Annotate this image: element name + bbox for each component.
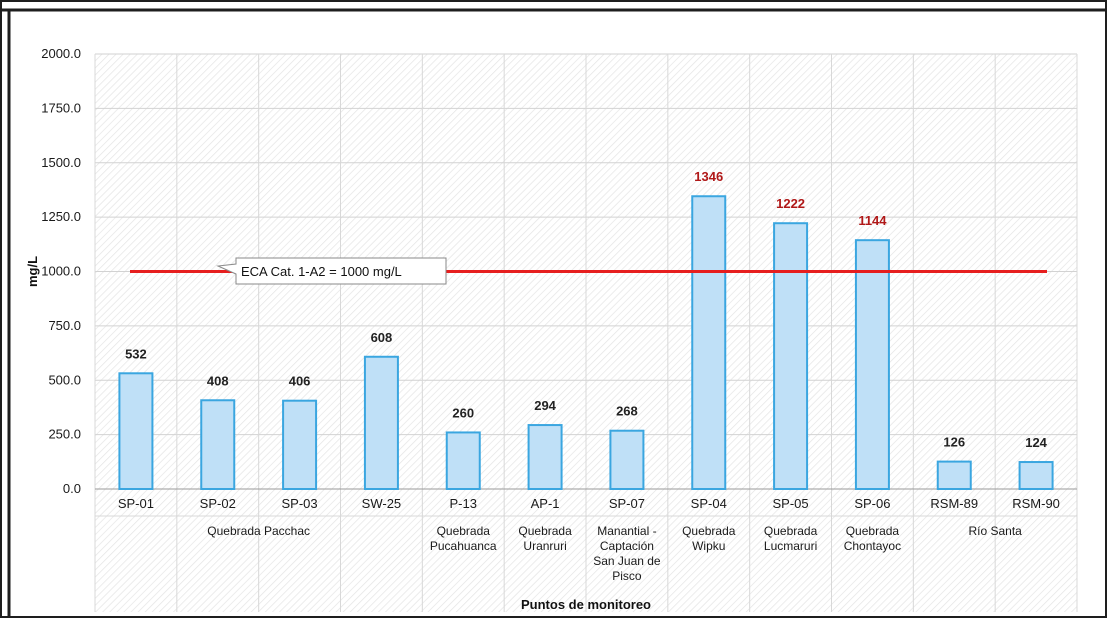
x-axis-categories: SP-01 SP-02 SP-03 SW-25 P-13 AP-1 SP-07 SP-04 SP… <box>118 496 1060 511</box>
bar <box>363 355 399 491</box>
y-tick-label: 0.0 <box>63 481 81 496</box>
y-tick-label: 2000.0 <box>41 46 81 61</box>
x-group-label: San Juan de <box>593 554 661 568</box>
x-group-label: Lucmaruri <box>764 539 817 553</box>
x-group-label: Quebrada <box>437 524 491 538</box>
eca-callout-box <box>216 257 447 285</box>
data-label: 408 <box>207 373 229 388</box>
x-category-label: SP-07 <box>609 496 645 511</box>
x-group-label: Chontayoc <box>844 539 901 553</box>
bar <box>118 372 154 491</box>
y-tick-label: 750.0 <box>48 318 81 333</box>
bar <box>854 239 890 490</box>
data-label: 294 <box>534 398 556 413</box>
x-category-label: SP-02 <box>200 496 236 511</box>
x-group-label: Manantial - <box>597 524 656 538</box>
reference-line: ECA Cat. 1-A2 = 1000 mg/L <box>130 257 1047 285</box>
data-label: 532 <box>125 346 147 361</box>
x-category-label: RSM-90 <box>1012 496 1060 511</box>
x-category-label: SP-06 <box>854 496 890 511</box>
data-label: 406 <box>289 374 311 389</box>
x-group-label: Pisco <box>612 569 642 583</box>
x-group-label: Quebrada <box>518 524 572 538</box>
x-category-label: SP-01 <box>118 496 154 511</box>
data-label: 608 <box>371 330 393 345</box>
bar <box>445 431 481 491</box>
data-label: 1144 <box>858 213 887 228</box>
x-category-label: P-13 <box>450 496 477 511</box>
y-tick-label: 1000.0 <box>41 264 81 279</box>
x-group-label: Wipku <box>692 539 725 553</box>
data-label: 268 <box>616 404 638 419</box>
bar <box>282 399 318 491</box>
y-tick-label: 500.0 <box>48 372 81 387</box>
x-category-label: SP-03 <box>282 496 318 511</box>
x-category-label: AP-1 <box>531 496 560 511</box>
data-label: 126 <box>943 435 965 450</box>
x-category-label: RSM-89 <box>930 496 978 511</box>
x-group-label: Pucahuanca <box>430 539 497 553</box>
x-category-label: SW-25 <box>362 496 402 511</box>
bar <box>609 429 645 490</box>
data-label: 1346 <box>694 169 723 184</box>
y-tick-label: 250.0 <box>48 427 81 442</box>
y-tick-label: 1250.0 <box>41 209 81 224</box>
bar <box>1018 461 1054 490</box>
data-label: 260 <box>452 405 474 420</box>
bar <box>936 460 972 491</box>
y-tick-label: 1750.0 <box>41 100 81 115</box>
x-category-label: SP-05 <box>773 496 809 511</box>
x-group-label: Río Santa <box>968 524 1022 538</box>
x-group-label: Quebrada <box>682 524 736 538</box>
bar <box>200 399 236 491</box>
x-axis-label: Puntos de monitoreo <box>521 597 651 612</box>
bar <box>773 222 809 490</box>
bar <box>691 195 727 490</box>
bars: 532 408 406 608 260 294 268 1346 1222 1144 126 124 <box>118 169 1054 491</box>
y-axis-ticks: 0.0 250.0 500.0 750.0 1000.0 1250.0 1500.0 1750… <box>41 46 81 496</box>
x-category-label: SP-04 <box>691 496 727 511</box>
data-label: 124 <box>1025 435 1047 450</box>
data-label: 1222 <box>776 196 805 211</box>
x-group-label: Uranruri <box>523 539 566 553</box>
x-group-label: Quebrada Pacchac <box>207 524 310 538</box>
eca-callout-label: ECA Cat. 1-A2 = 1000 mg/L <box>241 264 402 279</box>
x-group-label: Quebrada <box>846 524 900 538</box>
bar <box>527 424 563 490</box>
y-tick-label: 1500.0 <box>41 155 81 170</box>
x-group-label: Quebrada <box>764 524 818 538</box>
x-group-label: Captación <box>600 539 654 553</box>
y-axis-label: mg/L <box>25 256 40 287</box>
x-axis-groups: Quebrada Pacchac QuebradaPucahuancaQuebra… <box>207 524 1022 583</box>
